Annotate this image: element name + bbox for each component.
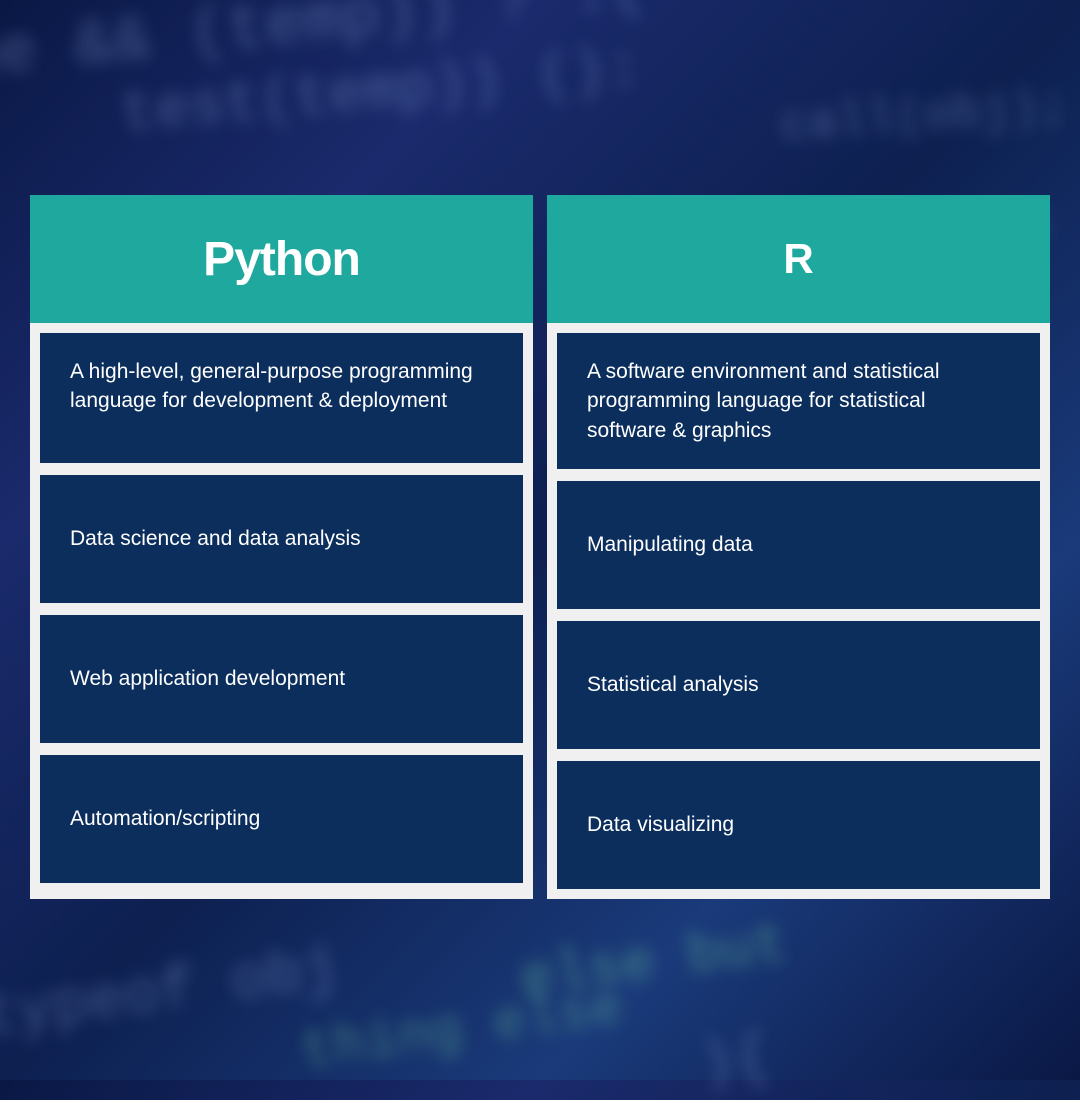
card: Web application development	[40, 615, 523, 743]
comparison-container: Python A high-level, general-purpose pro…	[30, 195, 1050, 899]
card: A high-level, general-purpose programmin…	[40, 333, 523, 463]
card: A software environment and statistical p…	[557, 333, 1040, 469]
column-r: R A software environment and statistical…	[547, 195, 1050, 899]
cards-r: A software environment and statistical p…	[547, 323, 1050, 899]
card: Data visualizing	[557, 761, 1040, 889]
cards-python: A high-level, general-purpose programmin…	[30, 323, 533, 893]
card: Automation/scripting	[40, 755, 523, 883]
column-python: Python A high-level, general-purpose pro…	[30, 195, 533, 899]
card: Statistical analysis	[557, 621, 1040, 749]
card: Data science and data analysis	[40, 475, 523, 603]
column-header-python: Python	[30, 195, 533, 323]
card: Manipulating data	[557, 481, 1040, 609]
column-header-r: R	[547, 195, 1050, 323]
